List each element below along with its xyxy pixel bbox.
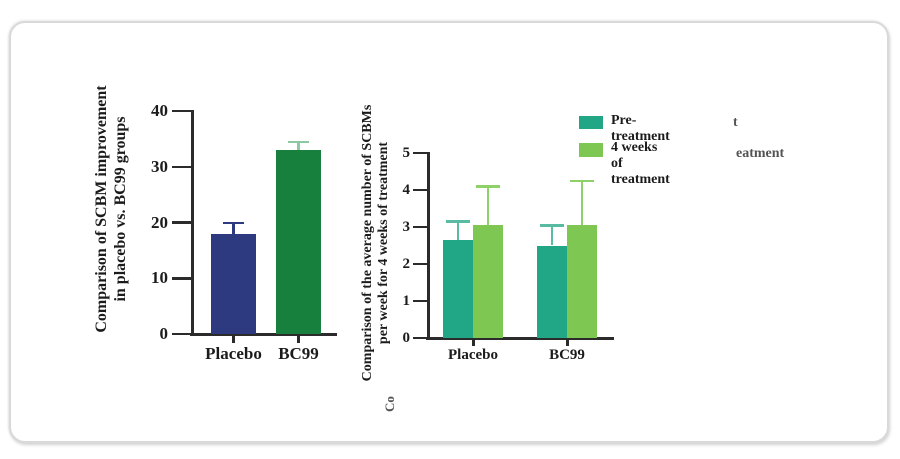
chart2-error-cap (476, 185, 500, 188)
chart2-category-label: BC99 (549, 347, 585, 363)
chart2-category-label: Placebo (448, 347, 498, 363)
legend-ghost-text-2: eatment (736, 146, 785, 161)
chart1-bar-placebo (211, 233, 256, 334)
chart1-x-axis-line (190, 332, 337, 336)
chart1-error-stem (232, 222, 235, 234)
figure-card (9, 21, 889, 443)
chart2-x-axis-line (426, 336, 614, 340)
legend-label-pre-treatment: Pre-treatment (611, 113, 670, 144)
chart2-x-tick (471, 338, 475, 346)
chart2-y-tick (413, 225, 429, 229)
chart2-error-cap (446, 220, 470, 223)
chart1-error-cap (288, 140, 309, 144)
chart2-error-cap (570, 179, 594, 183)
legend-ghost-text-1: t (733, 115, 738, 130)
chart2-bar-bc99-series1 (567, 225, 597, 338)
chart1-y-tick (172, 165, 192, 168)
ylabel-ghost-text: Co (382, 396, 397, 412)
chart1-category-label: BC99 (278, 344, 319, 363)
chart2-y-tick-label: 3 (402, 219, 411, 235)
chart1-x-tick (232, 334, 235, 343)
chart2-y-tick (413, 188, 429, 192)
chart2-x-tick (565, 338, 569, 346)
chart2-error-stem (550, 225, 554, 246)
chart2-error-stem (486, 186, 490, 226)
chart1-bar-bc99 (276, 150, 321, 334)
chart2-y-axis-title: Comparison of the average number of SCBM… (360, 93, 392, 393)
chart2-error-stem (580, 180, 584, 226)
chart2-bar-bc99-series0 (537, 245, 567, 338)
chart1-y-tick-label: 20 (151, 212, 168, 232)
chart2-error-stem (456, 221, 460, 240)
chart2-error-cap (540, 224, 564, 227)
chart2-y-axis-line (426, 152, 430, 339)
chart2-y-axis-title-line1: Comparison of the average number of SCBM… (360, 104, 375, 382)
chart1-y-axis-title-line2: in placebo vs. BC99 groups (112, 116, 129, 302)
chart1-y-axis-line (191, 110, 194, 335)
chart1-y-tick (172, 332, 192, 336)
chart2-y-tick-label: 5 (402, 145, 411, 161)
chart1-y-axis-title: Comparison of SCBM improvement in placeb… (92, 69, 130, 349)
chart1-error-stem (297, 141, 300, 151)
chart2-y-tick-label: 1 (402, 293, 411, 309)
chart1-y-tick-label: 0 (159, 324, 169, 343)
chart2-y-axis-title-line2: per week for 4 weeks of treatment (376, 141, 391, 345)
chart1-y-tick-label: 40 (151, 101, 168, 120)
chart2-y-tick (413, 299, 429, 303)
chart2-bar-placebo-series1 (473, 225, 503, 338)
chart2-bar-placebo-series0 (443, 239, 473, 338)
chart1-y-tick-label: 30 (151, 156, 168, 176)
chart2-y-tick-label: 2 (402, 256, 411, 272)
chart1-y-tick (172, 109, 192, 113)
chart1-y-tick (172, 277, 192, 280)
chart2-y-tick (413, 151, 429, 155)
chart1-category-label: Placebo (205, 344, 262, 363)
chart2-y-tick (413, 336, 429, 340)
legend-label-4-weeks: 4 weeks of treatment (611, 140, 670, 187)
chart1-x-tick (297, 334, 300, 343)
legend-swatch-4-weeks (579, 143, 603, 157)
chart1-error-cap (223, 221, 244, 224)
chart2-y-tick (413, 262, 429, 266)
chart2-y-tick-label: 0 (402, 330, 411, 346)
chart2-y-tick-label: 4 (402, 182, 411, 198)
chart1-y-axis-title-line1: Comparison of SCBM improvement (93, 85, 110, 333)
chart1-y-tick (172, 221, 192, 224)
legend-swatch-pre-treatment (579, 116, 603, 129)
chart1-y-tick-label: 10 (151, 268, 168, 288)
